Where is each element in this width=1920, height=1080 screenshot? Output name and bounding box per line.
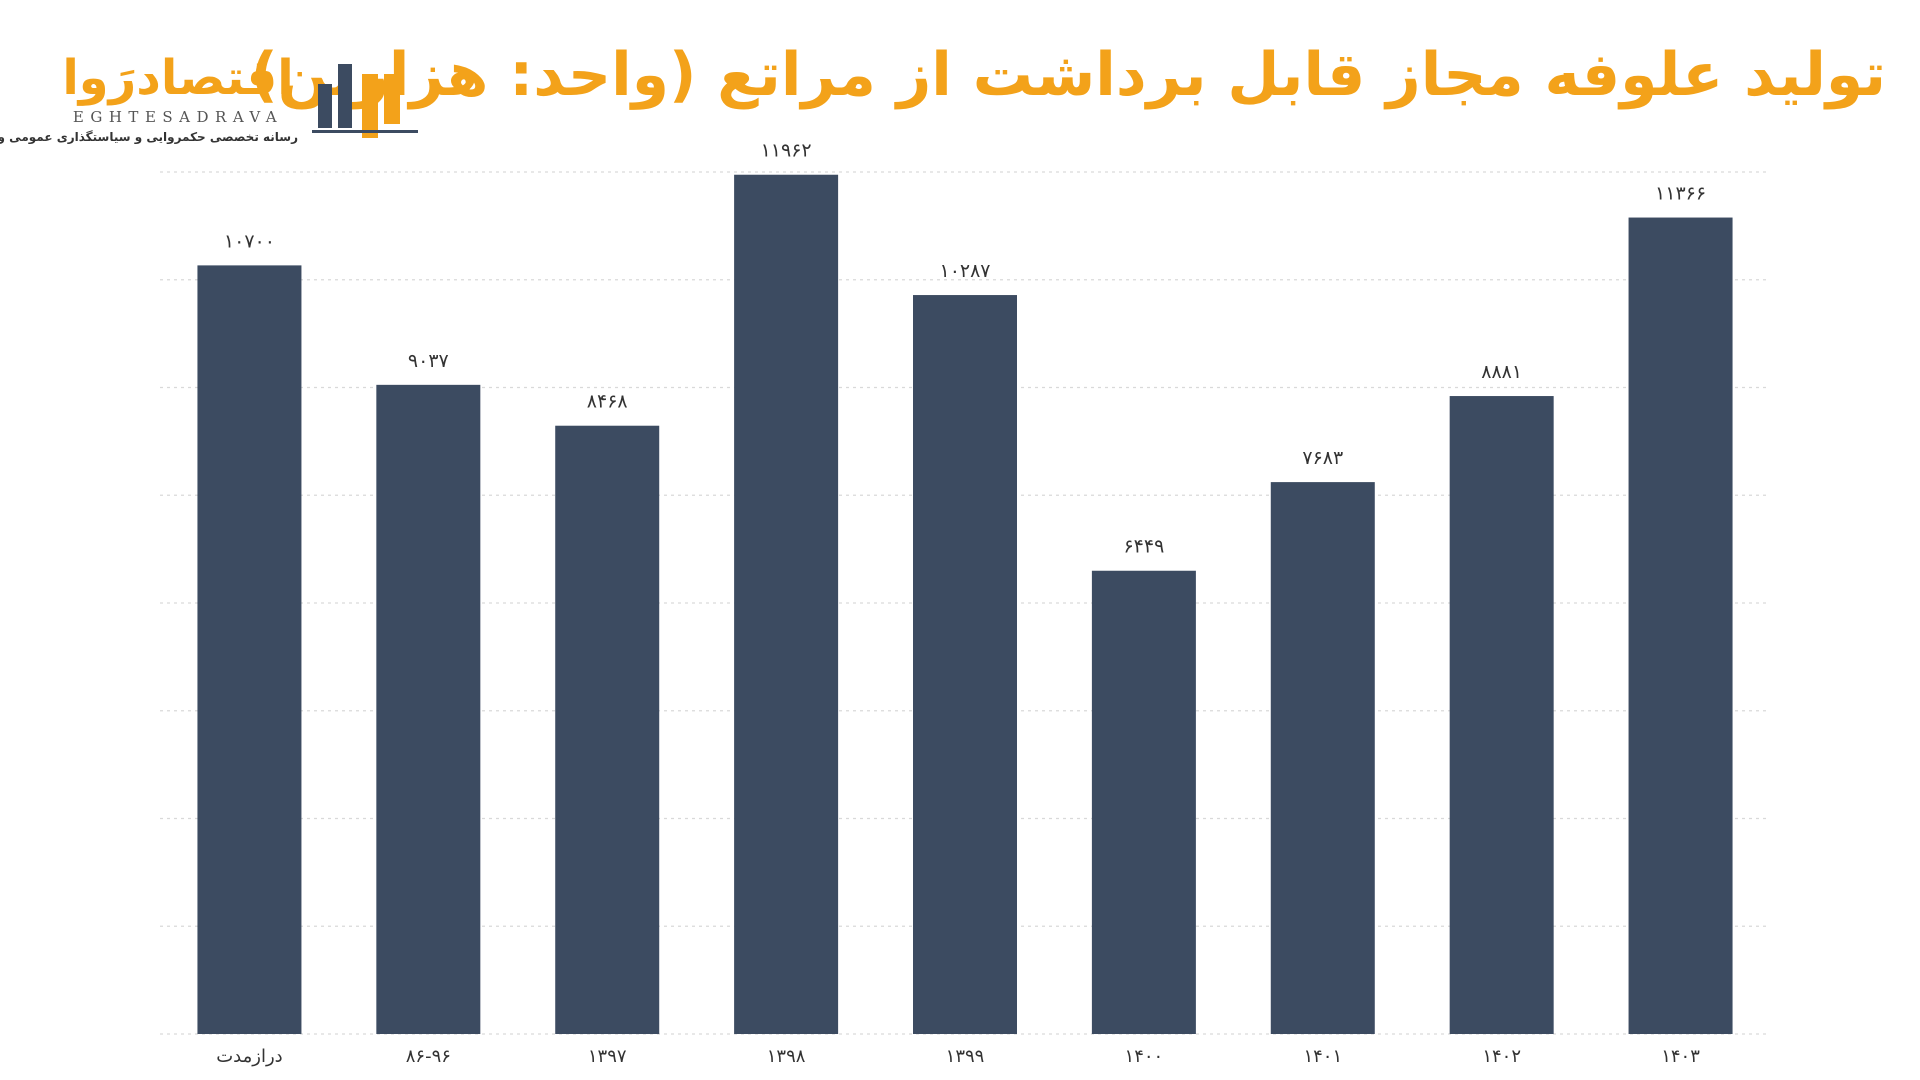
category-label: درازمدت (216, 1046, 282, 1067)
data-label: ۱۱۳۶۶ (1655, 183, 1706, 205)
data-label: ۹۰۳۷ (408, 350, 449, 372)
data-label: ۸۸۸۱ (1481, 361, 1522, 383)
data-label: ۱۱۹۶۲ (761, 140, 812, 162)
category-label: ۱۴۰۲ (1482, 1046, 1521, 1067)
bar (197, 265, 302, 1035)
category-label: ۱۴۰۱ (1303, 1046, 1342, 1067)
data-label: ۱۰۷۰۰ (224, 230, 275, 252)
data-label: ۷۶۸۳ (1302, 447, 1343, 469)
category-label: ۸۶-۹۶ (406, 1046, 451, 1067)
bar (1628, 217, 1733, 1034)
data-label: ۶۴۴۹ (1123, 536, 1164, 558)
category-label: ۱۳۹۹ (946, 1046, 985, 1067)
data-label: ۱۰۲۸۷ (939, 260, 990, 282)
category-label: ۱۳۹۷ (588, 1046, 627, 1067)
bar (376, 384, 481, 1034)
chart-title: تولید علوفه مجاز قابل برداشت از مراتع (و… (250, 40, 1886, 110)
logo-latin-text: EGHTESADRAVA (72, 108, 284, 126)
category-label: ۱۳۹۸ (767, 1046, 806, 1067)
logo-wordmark: اقتصادرَوا (62, 50, 294, 106)
bar (1091, 570, 1196, 1034)
logo-bars-icon (312, 64, 418, 138)
bar (1449, 396, 1554, 1034)
data-label: ۸۴۶۸ (587, 391, 628, 413)
bar (1270, 482, 1375, 1034)
category-label: ۱۴۰۰ (1125, 1046, 1164, 1067)
category-label: ۱۴۰۳ (1661, 1046, 1700, 1067)
bar (555, 425, 660, 1034)
logo-tagline: رسانه تخصصی حکمروایی و سیاستگذاری عمومی … (0, 130, 298, 144)
logo: اقتصادرَوا EGHTESADRAVA رسانه تخصصی حکمر… (0, 44, 418, 154)
bar (734, 174, 839, 1034)
bar (913, 295, 1017, 1034)
